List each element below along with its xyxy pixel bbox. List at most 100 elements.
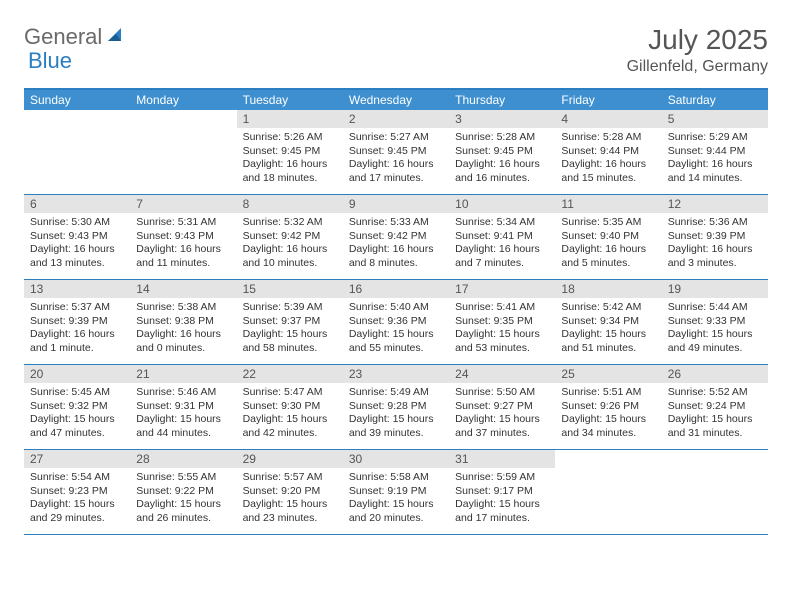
day-number: 25 <box>555 365 661 383</box>
day-details: Sunrise: 5:28 AMSunset: 9:44 PMDaylight:… <box>555 128 661 192</box>
day-details: Sunrise: 5:27 AMSunset: 9:45 PMDaylight:… <box>343 128 449 192</box>
day-number: 13 <box>24 280 130 298</box>
sail-icon <box>106 24 124 50</box>
calendar-cell: 2Sunrise: 5:27 AMSunset: 9:45 PMDaylight… <box>343 110 449 194</box>
day-details: Sunrise: 5:42 AMSunset: 9:34 PMDaylight:… <box>555 298 661 362</box>
day-number: 24 <box>449 365 555 383</box>
day-details: Sunrise: 5:40 AMSunset: 9:36 PMDaylight:… <box>343 298 449 362</box>
calendar-cell: 24Sunrise: 5:50 AMSunset: 9:27 PMDayligh… <box>449 365 555 449</box>
day-number: 16 <box>343 280 449 298</box>
day-number: 27 <box>24 450 130 468</box>
calendar-cell: 21Sunrise: 5:46 AMSunset: 9:31 PMDayligh… <box>130 365 236 449</box>
calendar-cell: 15Sunrise: 5:39 AMSunset: 9:37 PMDayligh… <box>237 280 343 364</box>
day-number: 10 <box>449 195 555 213</box>
calendar-cell: 26Sunrise: 5:52 AMSunset: 9:24 PMDayligh… <box>662 365 768 449</box>
day-details: Sunrise: 5:37 AMSunset: 9:39 PMDaylight:… <box>24 298 130 362</box>
calendar-cell: 17Sunrise: 5:41 AMSunset: 9:35 PMDayligh… <box>449 280 555 364</box>
day-number: 17 <box>449 280 555 298</box>
day-number: 1 <box>237 110 343 128</box>
day-number: 22 <box>237 365 343 383</box>
day-details: Sunrise: 5:28 AMSunset: 9:45 PMDaylight:… <box>449 128 555 192</box>
day-number: 21 <box>130 365 236 383</box>
calendar-cell: 16Sunrise: 5:40 AMSunset: 9:36 PMDayligh… <box>343 280 449 364</box>
day-number: 9 <box>343 195 449 213</box>
day-details: Sunrise: 5:26 AMSunset: 9:45 PMDaylight:… <box>237 128 343 192</box>
calendar-cell: 12Sunrise: 5:36 AMSunset: 9:39 PMDayligh… <box>662 195 768 279</box>
day-number: 14 <box>130 280 236 298</box>
day-details: Sunrise: 5:39 AMSunset: 9:37 PMDaylight:… <box>237 298 343 362</box>
day-details: Sunrise: 5:49 AMSunset: 9:28 PMDaylight:… <box>343 383 449 447</box>
day-number: 23 <box>343 365 449 383</box>
calendar-cell: 3Sunrise: 5:28 AMSunset: 9:45 PMDaylight… <box>449 110 555 194</box>
calendar-cell: 13Sunrise: 5:37 AMSunset: 9:39 PMDayligh… <box>24 280 130 364</box>
calendar-cell <box>24 110 130 194</box>
day-details: Sunrise: 5:47 AMSunset: 9:30 PMDaylight:… <box>237 383 343 447</box>
weekday-header: Monday <box>130 90 236 110</box>
calendar-cell: 10Sunrise: 5:34 AMSunset: 9:41 PMDayligh… <box>449 195 555 279</box>
day-number: 19 <box>662 280 768 298</box>
day-details: Sunrise: 5:29 AMSunset: 9:44 PMDaylight:… <box>662 128 768 192</box>
day-number: 15 <box>237 280 343 298</box>
day-details: Sunrise: 5:51 AMSunset: 9:26 PMDaylight:… <box>555 383 661 447</box>
calendar-cell: 1Sunrise: 5:26 AMSunset: 9:45 PMDaylight… <box>237 110 343 194</box>
day-number: 6 <box>24 195 130 213</box>
calendar-cell: 29Sunrise: 5:57 AMSunset: 9:20 PMDayligh… <box>237 450 343 534</box>
calendar-week: 6Sunrise: 5:30 AMSunset: 9:43 PMDaylight… <box>24 195 768 280</box>
day-details: Sunrise: 5:31 AMSunset: 9:43 PMDaylight:… <box>130 213 236 277</box>
calendar-cell <box>130 110 236 194</box>
day-number: 30 <box>343 450 449 468</box>
calendar-cell: 5Sunrise: 5:29 AMSunset: 9:44 PMDaylight… <box>662 110 768 194</box>
day-number: 28 <box>130 450 236 468</box>
weekday-header-row: SundayMondayTuesdayWednesdayThursdayFrid… <box>24 90 768 110</box>
calendar-week: 20Sunrise: 5:45 AMSunset: 9:32 PMDayligh… <box>24 365 768 450</box>
month-title: July 2025 <box>627 24 768 56</box>
location: Gillenfeld, Germany <box>627 58 768 76</box>
day-number: 4 <box>555 110 661 128</box>
day-details: Sunrise: 5:41 AMSunset: 9:35 PMDaylight:… <box>449 298 555 362</box>
page-header: General July 2025 Gillenfeld, Germany <box>24 24 768 76</box>
logo-word-2: Blue <box>28 48 72 74</box>
day-number: 11 <box>555 195 661 213</box>
day-number: 29 <box>237 450 343 468</box>
day-number: 26 <box>662 365 768 383</box>
weekday-header: Thursday <box>449 90 555 110</box>
day-number: 20 <box>24 365 130 383</box>
calendar-cell: 8Sunrise: 5:32 AMSunset: 9:42 PMDaylight… <box>237 195 343 279</box>
calendar-cell: 20Sunrise: 5:45 AMSunset: 9:32 PMDayligh… <box>24 365 130 449</box>
calendar-cell: 14Sunrise: 5:38 AMSunset: 9:38 PMDayligh… <box>130 280 236 364</box>
day-number: 31 <box>449 450 555 468</box>
calendar-cell: 4Sunrise: 5:28 AMSunset: 9:44 PMDaylight… <box>555 110 661 194</box>
day-number: 12 <box>662 195 768 213</box>
weekday-header: Friday <box>555 90 661 110</box>
calendar-cell: 19Sunrise: 5:44 AMSunset: 9:33 PMDayligh… <box>662 280 768 364</box>
calendar-week: 27Sunrise: 5:54 AMSunset: 9:23 PMDayligh… <box>24 450 768 535</box>
calendar-cell: 31Sunrise: 5:59 AMSunset: 9:17 PMDayligh… <box>449 450 555 534</box>
day-details: Sunrise: 5:33 AMSunset: 9:42 PMDaylight:… <box>343 213 449 277</box>
day-number: 18 <box>555 280 661 298</box>
calendar-cell: 11Sunrise: 5:35 AMSunset: 9:40 PMDayligh… <box>555 195 661 279</box>
calendar-cell: 25Sunrise: 5:51 AMSunset: 9:26 PMDayligh… <box>555 365 661 449</box>
day-details: Sunrise: 5:57 AMSunset: 9:20 PMDaylight:… <box>237 468 343 532</box>
weekday-header: Wednesday <box>343 90 449 110</box>
day-details: Sunrise: 5:30 AMSunset: 9:43 PMDaylight:… <box>24 213 130 277</box>
calendar-cell: 28Sunrise: 5:55 AMSunset: 9:22 PMDayligh… <box>130 450 236 534</box>
day-details: Sunrise: 5:36 AMSunset: 9:39 PMDaylight:… <box>662 213 768 277</box>
day-number: 2 <box>343 110 449 128</box>
calendar-cell: 18Sunrise: 5:42 AMSunset: 9:34 PMDayligh… <box>555 280 661 364</box>
calendar-week: 1Sunrise: 5:26 AMSunset: 9:45 PMDaylight… <box>24 110 768 195</box>
day-number: 8 <box>237 195 343 213</box>
day-details: Sunrise: 5:55 AMSunset: 9:22 PMDaylight:… <box>130 468 236 532</box>
day-details: Sunrise: 5:52 AMSunset: 9:24 PMDaylight:… <box>662 383 768 447</box>
calendar-cell: 27Sunrise: 5:54 AMSunset: 9:23 PMDayligh… <box>24 450 130 534</box>
calendar-cell <box>555 450 661 534</box>
day-details: Sunrise: 5:38 AMSunset: 9:38 PMDaylight:… <box>130 298 236 362</box>
calendar-cell: 9Sunrise: 5:33 AMSunset: 9:42 PMDaylight… <box>343 195 449 279</box>
calendar: SundayMondayTuesdayWednesdayThursdayFrid… <box>24 88 768 535</box>
calendar-cell <box>662 450 768 534</box>
day-number: 3 <box>449 110 555 128</box>
title-block: July 2025 Gillenfeld, Germany <box>627 24 768 76</box>
weekday-header: Sunday <box>24 90 130 110</box>
day-details: Sunrise: 5:44 AMSunset: 9:33 PMDaylight:… <box>662 298 768 362</box>
calendar-cell: 7Sunrise: 5:31 AMSunset: 9:43 PMDaylight… <box>130 195 236 279</box>
day-number: 7 <box>130 195 236 213</box>
